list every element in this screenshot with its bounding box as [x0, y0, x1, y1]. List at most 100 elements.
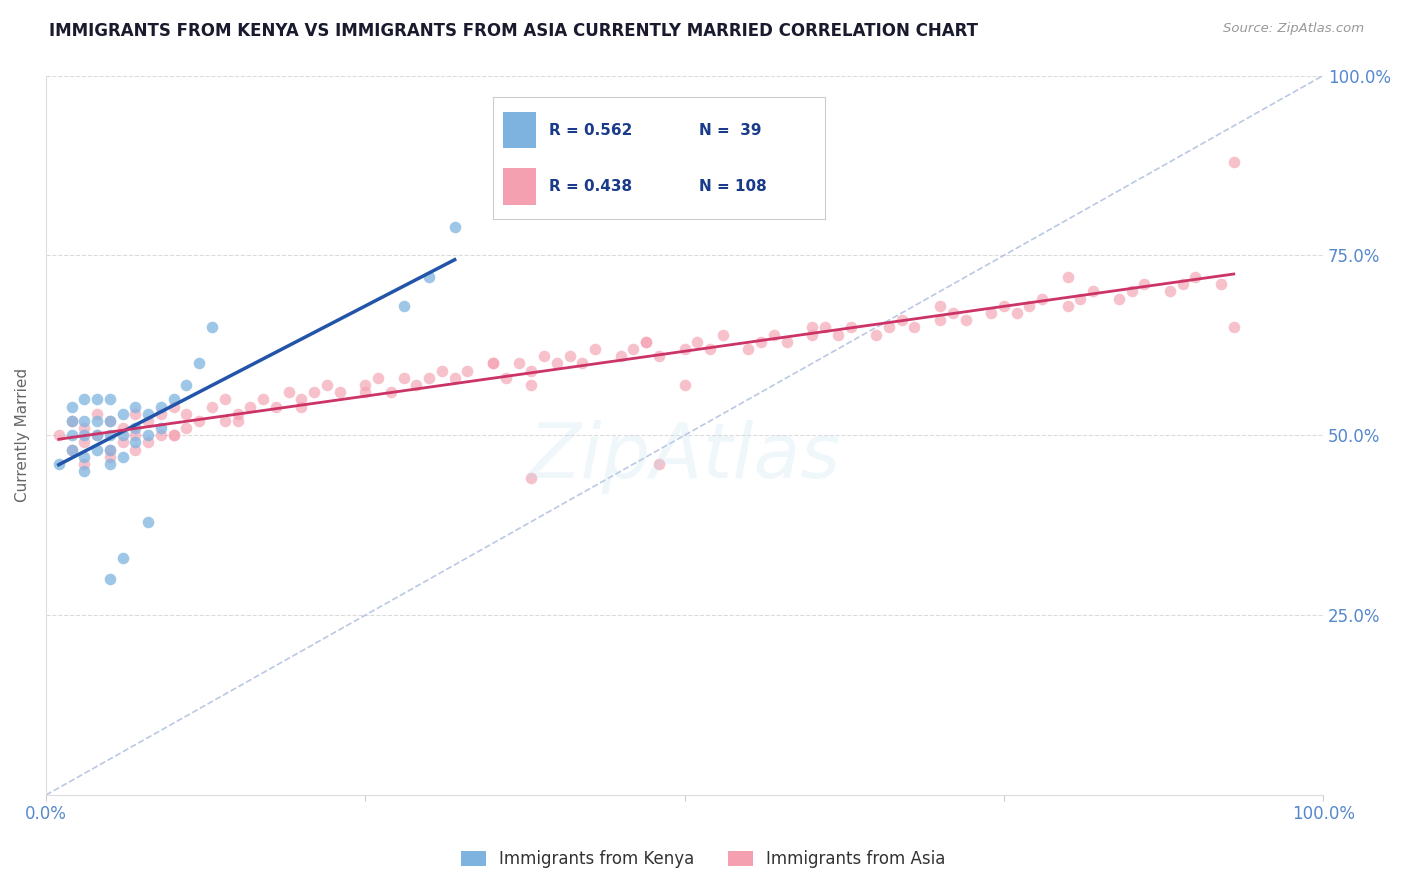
- Point: [827, 327, 849, 342]
- Point: [98, 442, 121, 457]
- Point: [354, 378, 377, 392]
- Point: [188, 414, 211, 428]
- Point: [609, 349, 631, 363]
- Point: [111, 407, 134, 421]
- Point: [149, 407, 172, 421]
- Point: [124, 442, 146, 457]
- Point: [648, 349, 671, 363]
- Point: [98, 572, 121, 586]
- Point: [98, 450, 121, 464]
- Point: [520, 363, 543, 377]
- Point: [418, 370, 440, 384]
- Point: [290, 392, 312, 407]
- Point: [176, 378, 198, 392]
- Point: [60, 414, 83, 428]
- Point: [98, 414, 121, 428]
- Point: [418, 270, 440, 285]
- Point: [176, 407, 198, 421]
- Point: [136, 428, 159, 442]
- Point: [73, 450, 96, 464]
- Point: [392, 370, 415, 384]
- Point: [136, 414, 159, 428]
- Point: [214, 392, 236, 407]
- Point: [776, 334, 799, 349]
- Point: [48, 457, 70, 471]
- Point: [354, 385, 377, 400]
- Point: [546, 356, 568, 370]
- Point: [571, 356, 593, 370]
- Point: [60, 442, 83, 457]
- Point: [520, 378, 543, 392]
- Point: [73, 428, 96, 442]
- Point: [1159, 285, 1181, 299]
- Point: [124, 407, 146, 421]
- Point: [839, 320, 862, 334]
- Point: [163, 428, 186, 442]
- Point: [801, 320, 824, 334]
- Point: [73, 457, 96, 471]
- Text: IMMIGRANTS FROM KENYA VS IMMIGRANTS FROM ASIA CURRENTLY MARRIED CORRELATION CHAR: IMMIGRANTS FROM KENYA VS IMMIGRANTS FROM…: [49, 22, 979, 40]
- Point: [508, 356, 530, 370]
- Point: [623, 342, 645, 356]
- Point: [495, 370, 517, 384]
- Point: [482, 356, 505, 370]
- Point: [1222, 320, 1244, 334]
- Point: [801, 327, 824, 342]
- Point: [929, 299, 952, 313]
- Point: [520, 471, 543, 485]
- Point: [673, 378, 696, 392]
- Point: [201, 400, 224, 414]
- Legend: Immigrants from Kenya, Immigrants from Asia: Immigrants from Kenya, Immigrants from A…: [454, 844, 952, 875]
- Point: [60, 400, 83, 414]
- Point: [1209, 277, 1232, 292]
- Point: [86, 414, 108, 428]
- Point: [699, 342, 721, 356]
- Point: [124, 400, 146, 414]
- Point: [98, 392, 121, 407]
- Point: [955, 313, 977, 327]
- Point: [558, 349, 581, 363]
- Point: [98, 428, 121, 442]
- Point: [367, 370, 389, 384]
- Point: [264, 400, 287, 414]
- Y-axis label: Currently Married: Currently Married: [15, 368, 30, 502]
- Point: [405, 378, 427, 392]
- Point: [762, 327, 785, 342]
- Point: [277, 385, 299, 400]
- Point: [993, 299, 1015, 313]
- Point: [48, 428, 70, 442]
- Text: ZipAtlas: ZipAtlas: [529, 420, 841, 494]
- Point: [111, 450, 134, 464]
- Point: [86, 428, 108, 442]
- Point: [686, 334, 709, 349]
- Point: [392, 299, 415, 313]
- Point: [86, 428, 108, 442]
- Point: [111, 550, 134, 565]
- Point: [73, 392, 96, 407]
- Point: [163, 400, 186, 414]
- Point: [942, 306, 965, 320]
- Point: [903, 320, 925, 334]
- Point: [149, 421, 172, 435]
- Point: [1083, 285, 1105, 299]
- Point: [482, 356, 505, 370]
- Point: [1031, 292, 1053, 306]
- Point: [1018, 299, 1040, 313]
- Point: [380, 385, 402, 400]
- Point: [648, 457, 671, 471]
- Point: [443, 219, 465, 234]
- Point: [1108, 292, 1130, 306]
- Point: [111, 428, 134, 442]
- Point: [636, 334, 658, 349]
- Text: Source: ZipAtlas.com: Source: ZipAtlas.com: [1223, 22, 1364, 36]
- Point: [329, 385, 352, 400]
- Point: [290, 400, 312, 414]
- Point: [73, 421, 96, 435]
- Point: [136, 407, 159, 421]
- Point: [111, 435, 134, 450]
- Point: [73, 435, 96, 450]
- Point: [1121, 285, 1143, 299]
- Point: [1069, 292, 1091, 306]
- Point: [673, 342, 696, 356]
- Point: [124, 421, 146, 435]
